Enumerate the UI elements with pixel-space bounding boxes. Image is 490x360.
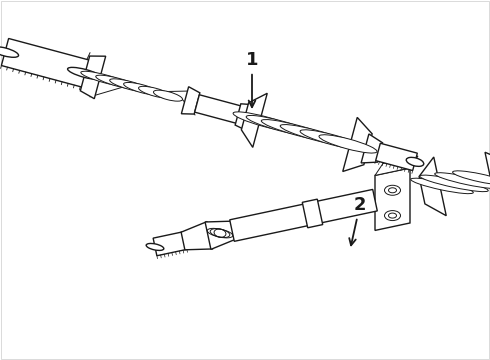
- Text: 2: 2: [349, 196, 366, 245]
- Polygon shape: [343, 117, 372, 171]
- Polygon shape: [361, 134, 383, 163]
- Ellipse shape: [139, 86, 172, 98]
- Ellipse shape: [261, 120, 335, 141]
- Polygon shape: [242, 93, 267, 147]
- Text: 1: 1: [246, 51, 258, 107]
- Ellipse shape: [96, 75, 140, 89]
- Polygon shape: [375, 168, 410, 230]
- Ellipse shape: [411, 178, 473, 194]
- Polygon shape: [235, 104, 251, 130]
- Polygon shape: [195, 95, 243, 124]
- Ellipse shape: [280, 125, 350, 145]
- Ellipse shape: [0, 47, 19, 57]
- Polygon shape: [375, 156, 418, 175]
- Ellipse shape: [153, 90, 183, 101]
- Ellipse shape: [435, 173, 490, 189]
- Ellipse shape: [319, 135, 377, 153]
- Polygon shape: [302, 199, 323, 228]
- Ellipse shape: [110, 79, 150, 92]
- Ellipse shape: [389, 213, 396, 218]
- Ellipse shape: [146, 243, 164, 251]
- Polygon shape: [419, 157, 446, 216]
- Polygon shape: [181, 87, 200, 114]
- Polygon shape: [205, 221, 237, 249]
- Ellipse shape: [406, 157, 424, 166]
- Polygon shape: [153, 232, 187, 256]
- Ellipse shape: [81, 71, 129, 86]
- Ellipse shape: [453, 171, 490, 185]
- Ellipse shape: [385, 185, 400, 195]
- Ellipse shape: [420, 175, 488, 192]
- Ellipse shape: [233, 112, 297, 131]
- Ellipse shape: [385, 211, 400, 221]
- Polygon shape: [80, 56, 106, 99]
- Polygon shape: [181, 221, 213, 250]
- Ellipse shape: [300, 130, 364, 149]
- Ellipse shape: [123, 82, 160, 95]
- Polygon shape: [230, 189, 377, 241]
- Polygon shape: [376, 143, 417, 171]
- Ellipse shape: [68, 67, 102, 80]
- Ellipse shape: [389, 188, 396, 193]
- Polygon shape: [485, 152, 490, 199]
- Ellipse shape: [246, 116, 314, 136]
- Polygon shape: [1, 39, 94, 88]
